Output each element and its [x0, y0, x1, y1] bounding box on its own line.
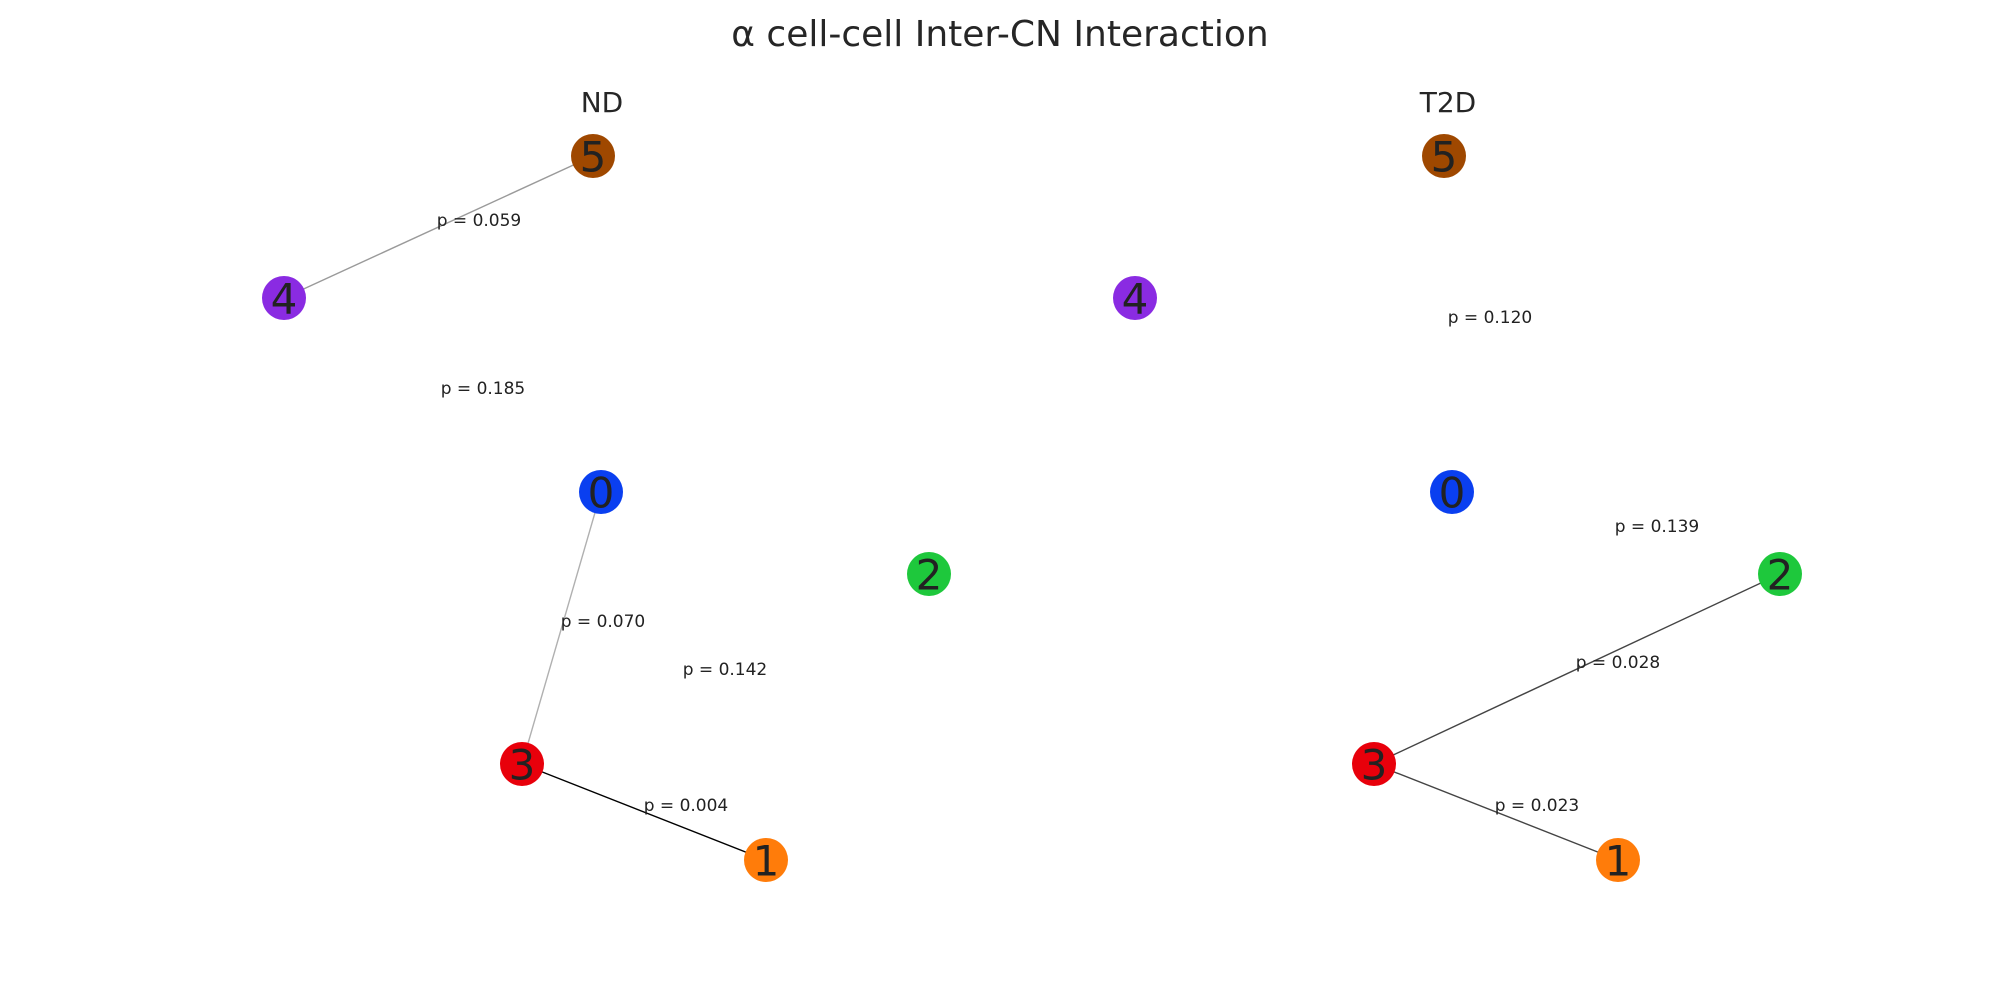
- node-label-3: 3: [509, 741, 536, 790]
- edge-label-3-2: p = 0.028: [1576, 653, 1661, 673]
- edge-label-3-1: p = 0.023: [1495, 796, 1580, 816]
- node-2: [907, 552, 951, 596]
- node-label-2: 2: [916, 551, 943, 600]
- node-4: [1113, 276, 1157, 320]
- edge-3-2: [1373, 573, 1781, 765]
- panel-title-t2d: T2D: [1419, 86, 1477, 119]
- node-label-1: 1: [753, 837, 780, 886]
- node-label-3: 3: [1361, 741, 1388, 790]
- node-label-2: 2: [1767, 551, 1794, 600]
- panel-t2d: p = 0.028 p = 0.023 p = 0.120 p = 0.139 0 1 2 3…: [1113, 133, 1802, 886]
- edge-label-5-4: p = 0.059: [437, 211, 522, 231]
- edge-5-4: [283, 155, 594, 299]
- node-label-4: 4: [1122, 275, 1149, 324]
- edge-label-4-0: p = 0.185: [441, 379, 526, 399]
- node-1: [1596, 838, 1640, 882]
- node-label-5: 5: [1431, 133, 1458, 182]
- node-label-4: 4: [271, 275, 298, 324]
- edge-label-3-2: p = 0.142: [683, 660, 768, 680]
- node-5: [1422, 134, 1466, 178]
- panel-nd: p = 0.059 p = 0.070 p = 0.004 p = 0.185 p = …: [262, 133, 951, 886]
- panel-title-nd: ND: [580, 86, 624, 119]
- node-0: [1430, 470, 1474, 514]
- edge-label-0-2: p = 0.139: [1615, 517, 1700, 537]
- node-5: [571, 134, 615, 178]
- node-3: [500, 742, 544, 786]
- node-2: [1758, 552, 1802, 596]
- edge-3-1: [1373, 763, 1619, 861]
- node-4: [262, 276, 306, 320]
- edge-0-3: [521, 491, 602, 765]
- edge-3-1: [521, 763, 767, 861]
- node-0: [579, 470, 623, 514]
- edge-label-0-3: p = 0.070: [561, 612, 646, 632]
- node-3: [1352, 742, 1396, 786]
- figure-title: α cell-cell Inter-CN Interaction: [731, 14, 1269, 55]
- edge-label-5-0: p = 0.120: [1448, 308, 1533, 328]
- node-label-5: 5: [580, 133, 607, 182]
- edge-label-3-1: p = 0.004: [644, 796, 729, 816]
- node-label-0: 0: [588, 469, 615, 518]
- node-label-0: 0: [1439, 469, 1466, 518]
- node-label-1: 1: [1605, 837, 1632, 886]
- node-1: [744, 838, 788, 882]
